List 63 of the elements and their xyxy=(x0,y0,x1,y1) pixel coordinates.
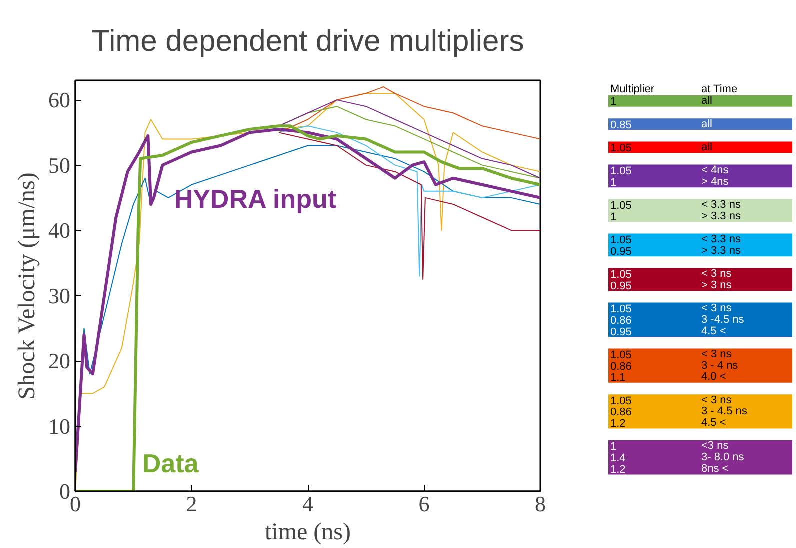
text: 4.5 < xyxy=(702,325,726,338)
text: > 3 ns xyxy=(702,279,732,292)
text: 1.2 xyxy=(610,418,626,430)
text: 1.4 xyxy=(610,452,626,465)
text: 3 - 4.5 ns xyxy=(702,406,748,418)
text: 1.2 xyxy=(610,464,626,476)
text: 3 - 4 ns xyxy=(702,360,738,372)
text: 1.05 xyxy=(610,349,632,362)
text: 0.86 xyxy=(610,314,632,327)
text: 1 xyxy=(610,211,617,224)
text: 4.0 < xyxy=(702,371,726,384)
text: all xyxy=(702,118,713,130)
text: > 3.3 ns xyxy=(702,210,741,222)
text: 1.05 xyxy=(610,166,632,178)
text: 1 xyxy=(610,441,617,454)
text: 1.05 xyxy=(610,304,632,316)
category-label: Multiplier xyxy=(610,84,655,96)
text: < 3 ns xyxy=(702,348,732,360)
text: 1.05 xyxy=(610,200,632,212)
y-tick-label: 20 xyxy=(48,348,70,374)
text: 0.86 xyxy=(610,360,632,373)
y-tick-label: 40 xyxy=(48,218,70,244)
text: all xyxy=(702,95,713,108)
text: 0.95 xyxy=(610,280,632,292)
text: 1.05 xyxy=(610,142,632,154)
category-label: at Time xyxy=(702,84,738,96)
text: 1 xyxy=(610,176,617,189)
text: 0.95 xyxy=(610,246,632,258)
series-label: HYDRA input xyxy=(174,184,337,214)
x-tick-label: 2 xyxy=(186,492,198,516)
text: < 3 ns xyxy=(702,302,732,314)
text: 1.05 xyxy=(610,269,632,281)
y-tick-label: 60 xyxy=(48,88,70,113)
text: < 3 ns xyxy=(702,394,732,406)
chart-title: Time dependent drive multipliers xyxy=(92,25,524,58)
series-label: Data xyxy=(142,448,200,478)
text: < 4ns xyxy=(702,164,729,176)
text: <3 ns xyxy=(702,440,729,452)
x-tick-label: 4 xyxy=(302,492,314,516)
text: > 4ns xyxy=(702,176,729,188)
text: 4.5 < xyxy=(702,417,726,430)
text: 1.05 xyxy=(610,234,632,246)
y-axis-title: Shock Velocity (μm/ns) xyxy=(14,172,40,400)
x-axis-title: time (ns) xyxy=(265,520,351,546)
text: 8ns < xyxy=(702,463,729,475)
text: 0.95 xyxy=(610,326,632,338)
y-tick-label: 10 xyxy=(48,414,70,439)
text: < 3.3 ns xyxy=(702,234,741,246)
y-tick-label: 30 xyxy=(48,283,70,308)
text: 1.1 xyxy=(610,372,626,384)
text: 3 -4.5 ns xyxy=(702,314,744,326)
text: 0.86 xyxy=(610,406,632,419)
text: < 3 ns xyxy=(702,268,732,280)
text: all xyxy=(702,141,713,154)
text: < 3.3 ns xyxy=(702,199,741,211)
text: > 3.3 ns xyxy=(702,244,741,257)
text: 0.85 xyxy=(610,119,632,132)
text: 3- 8.0 ns xyxy=(702,452,744,464)
text: 1 xyxy=(610,96,617,108)
y-tick-label: 50 xyxy=(48,152,70,178)
x-tick-label: 6 xyxy=(418,492,430,516)
x-tick-label: 8 xyxy=(535,492,546,516)
text: 1.05 xyxy=(610,395,632,408)
